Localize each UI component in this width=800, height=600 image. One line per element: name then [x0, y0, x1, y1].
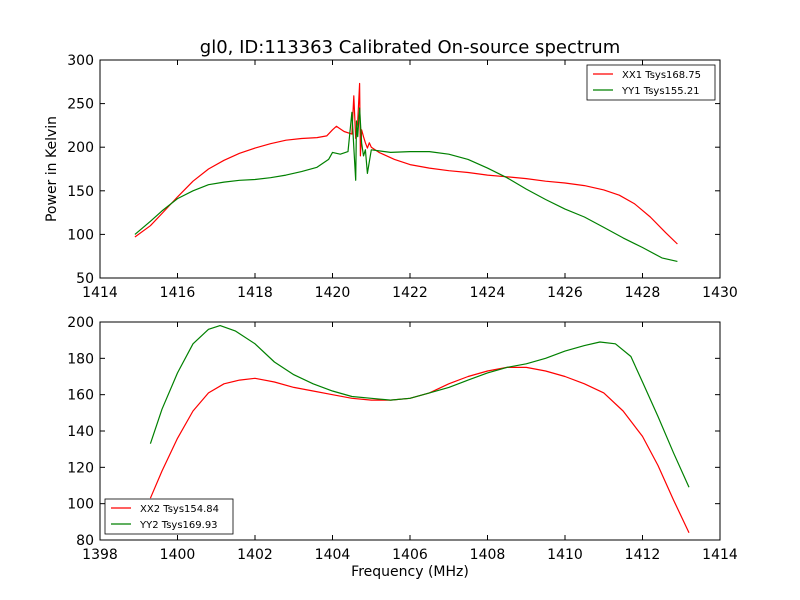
top-x-tick-label: 1418	[237, 285, 273, 301]
top-series-line-yy	[134, 107, 678, 262]
bottom-x-tick-label: 1410	[547, 547, 583, 563]
bottom-y-tick-label: 180	[67, 351, 94, 367]
bottom-legend: XX2 Tsys154.84 YY2 Tsys169.93	[104, 498, 234, 535]
bottom-axis-ticks: 1398 1400 1402 1404 1406 1408 1410 1412 1414 80 10…	[67, 315, 738, 563]
bottom-y-tick-label: 80	[76, 533, 94, 549]
top-series-line-xx	[134, 82, 678, 245]
top-y-tick-label: 300	[67, 53, 94, 69]
bottom-x-tick-label: 1406	[392, 547, 428, 563]
top-x-tick-label: 1428	[625, 285, 661, 301]
top-x-tick-label: 1422	[392, 285, 428, 301]
bottom-y-tick-label: 100	[67, 497, 94, 513]
top-plot-frame	[99, 59, 721, 279]
top-legend-box	[586, 64, 716, 101]
top-legend: XX1 Tsys168.75 YY1 Tsys155.21	[586, 64, 716, 101]
bottom-x-tick-label: 1398	[82, 547, 118, 563]
top-panel: gl0, ID:113363 Calibrated On-source spec…	[44, 37, 738, 301]
top-legend-label-yy1: YY1 Tsys155.21	[621, 86, 700, 97]
bottom-x-tick-label: 1404	[315, 547, 351, 563]
top-axis-ticks: 1414 1416 1418 1420 1422 1424 1426 1428 1430 50 10…	[67, 53, 738, 301]
top-y-tick-label: 100	[67, 227, 94, 243]
bottom-y-tick-label: 160	[67, 388, 94, 404]
bottom-y-tick-label: 120	[67, 460, 94, 476]
top-x-tick-label: 1420	[315, 285, 351, 301]
bottom-x-tick-label: 1412	[625, 547, 661, 563]
bottom-series-group	[149, 325, 690, 533]
bottom-x-tick-label: 1400	[160, 547, 196, 563]
bottom-plot-frame	[99, 321, 721, 541]
top-x-tick-label: 1416	[160, 285, 196, 301]
bottom-x-tick-label: 1414	[702, 547, 738, 563]
bottom-panel: 1398 1400 1402 1404 1406 1408 1410 1412 1414 80 10…	[67, 315, 738, 580]
top-x-tick-label: 1426	[547, 285, 583, 301]
top-x-tick-label: 1424	[470, 285, 506, 301]
bottom-x-axis-label: Frequency (MHz)	[351, 564, 469, 580]
bottom-legend-box	[104, 498, 234, 535]
top-y-tick-label: 200	[67, 140, 94, 156]
top-x-tick-label: 1414	[82, 285, 118, 301]
bottom-x-tick-label: 1402	[237, 547, 273, 563]
bottom-x-tick-label: 1408	[470, 547, 506, 563]
bottom-y-tick-label: 200	[67, 315, 94, 331]
bottom-y-tick-label: 140	[67, 424, 94, 440]
top-chart-title: gl0, ID:113363 Calibrated On-source spec…	[200, 37, 620, 58]
bottom-series-line-yy	[149, 325, 690, 488]
top-y-tick-label: 50	[76, 271, 94, 287]
bottom-legend-label-xx2: XX2 Tsys154.84	[140, 504, 219, 515]
top-legend-label-xx1: XX1 Tsys168.75	[622, 70, 701, 81]
top-series-group	[134, 82, 678, 262]
bottom-legend-label-yy2: YY2 Tsys169.93	[139, 520, 218, 531]
top-y-axis-label: Power in Kelvin	[44, 116, 60, 222]
top-x-tick-label: 1430	[702, 285, 738, 301]
top-y-tick-label: 150	[67, 184, 94, 200]
top-y-tick-label: 250	[67, 97, 94, 113]
